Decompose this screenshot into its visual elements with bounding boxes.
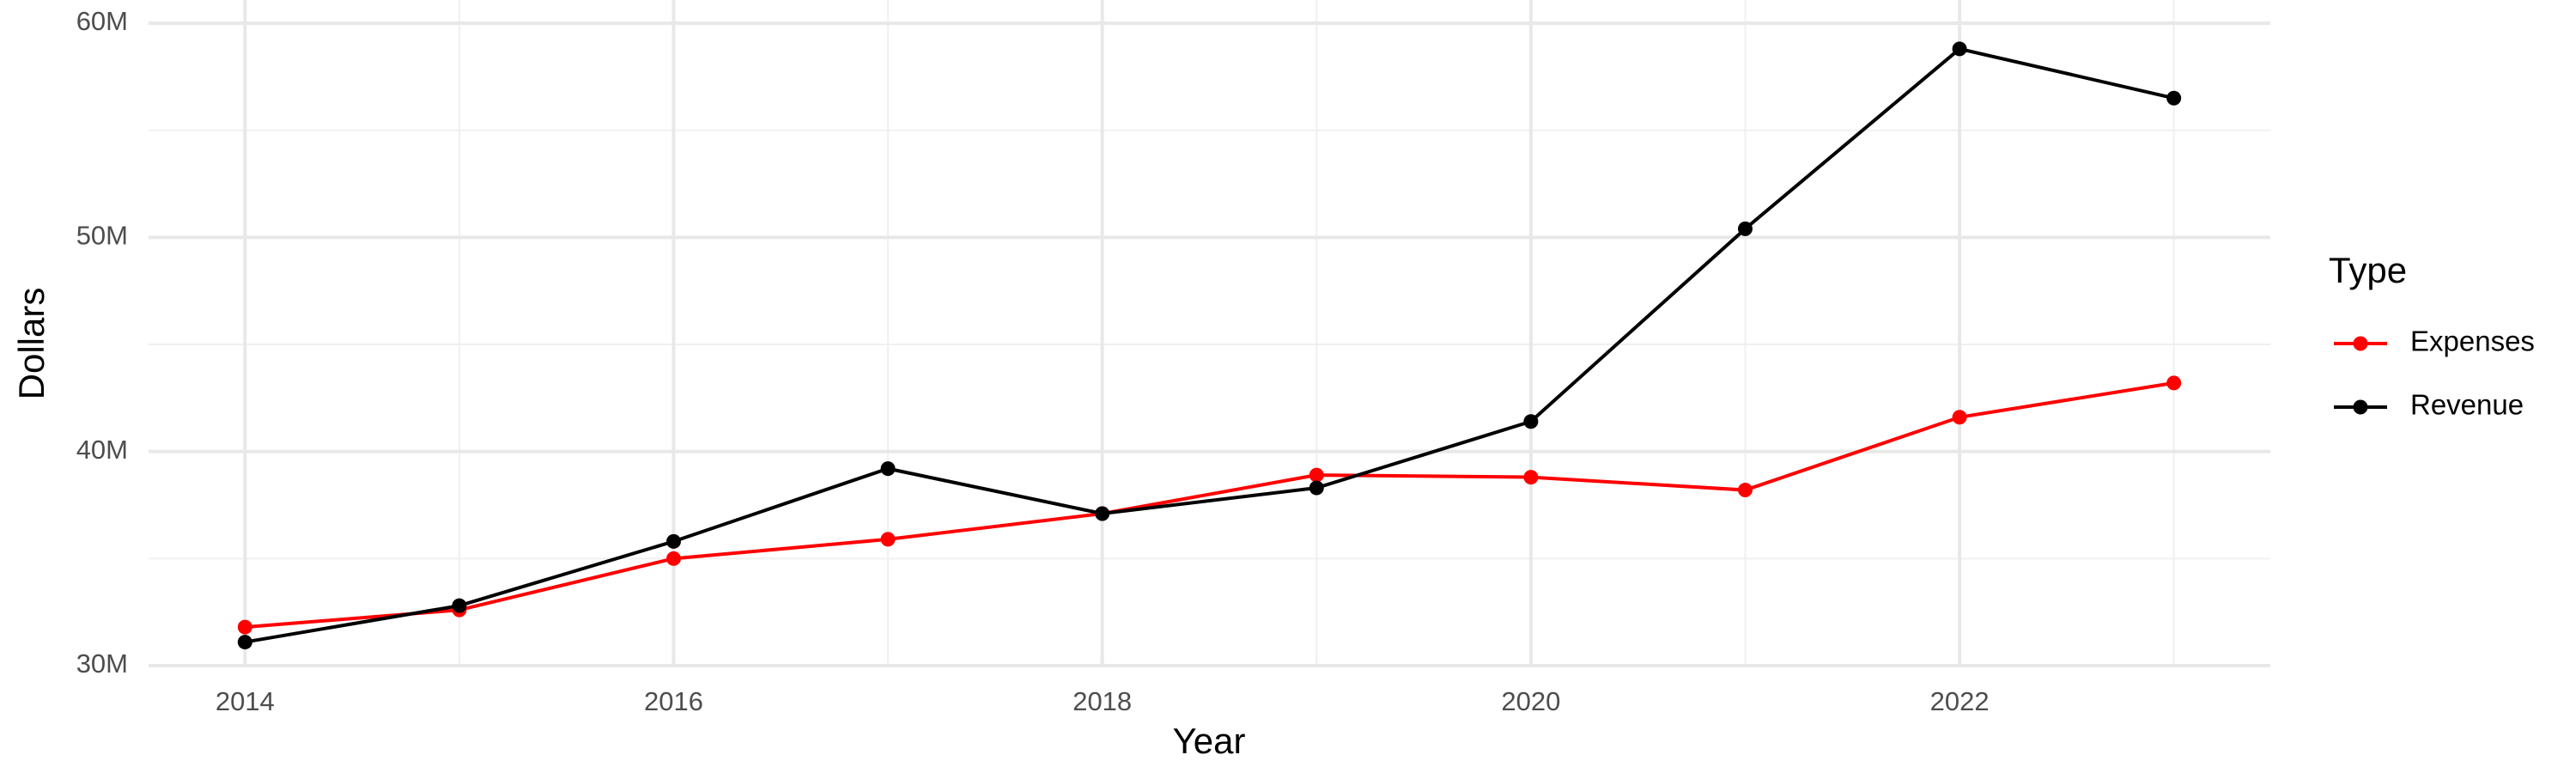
data-point	[1095, 506, 1110, 521]
data-point	[1952, 410, 1967, 425]
y-tick-label: 60M	[76, 6, 128, 36]
legend-swatch-point	[2353, 336, 2368, 351]
data-point	[666, 533, 682, 549]
data-point	[237, 619, 252, 635]
y-tick-label: 50M	[76, 221, 128, 251]
data-point	[880, 461, 896, 477]
x-tick-label: 2016	[644, 686, 703, 716]
y-tick-label: 40M	[76, 435, 128, 465]
x-tick-label: 2020	[1501, 686, 1560, 716]
data-point	[2166, 90, 2182, 106]
legend-title: Type	[2329, 250, 2407, 290]
legend-label: Expenses	[2410, 326, 2535, 357]
data-point	[2166, 375, 2182, 391]
data-point	[1523, 414, 1539, 429]
x-tick-label: 2022	[1930, 686, 1990, 716]
x-tick-label: 2018	[1072, 686, 1132, 716]
data-point	[1523, 470, 1539, 485]
x-tick-label: 2014	[216, 686, 275, 716]
data-point	[1952, 41, 1967, 57]
series-line	[244, 46, 2175, 644]
y-tick-label: 30M	[76, 648, 128, 679]
series-line	[245, 380, 2174, 630]
data-point	[237, 635, 252, 650]
data-point	[1309, 480, 1324, 496]
data-point	[1309, 467, 1324, 483]
y-axis-title: Dollars	[11, 288, 52, 400]
data-point	[1737, 221, 1753, 236]
data-point	[452, 598, 467, 613]
data-point	[1737, 483, 1753, 498]
x-axis-title: Year	[1173, 721, 1246, 761]
data-point	[666, 551, 682, 566]
legend-label: Revenue	[2410, 389, 2524, 421]
data-point	[880, 532, 896, 547]
legend-swatch-point	[2353, 399, 2368, 415]
